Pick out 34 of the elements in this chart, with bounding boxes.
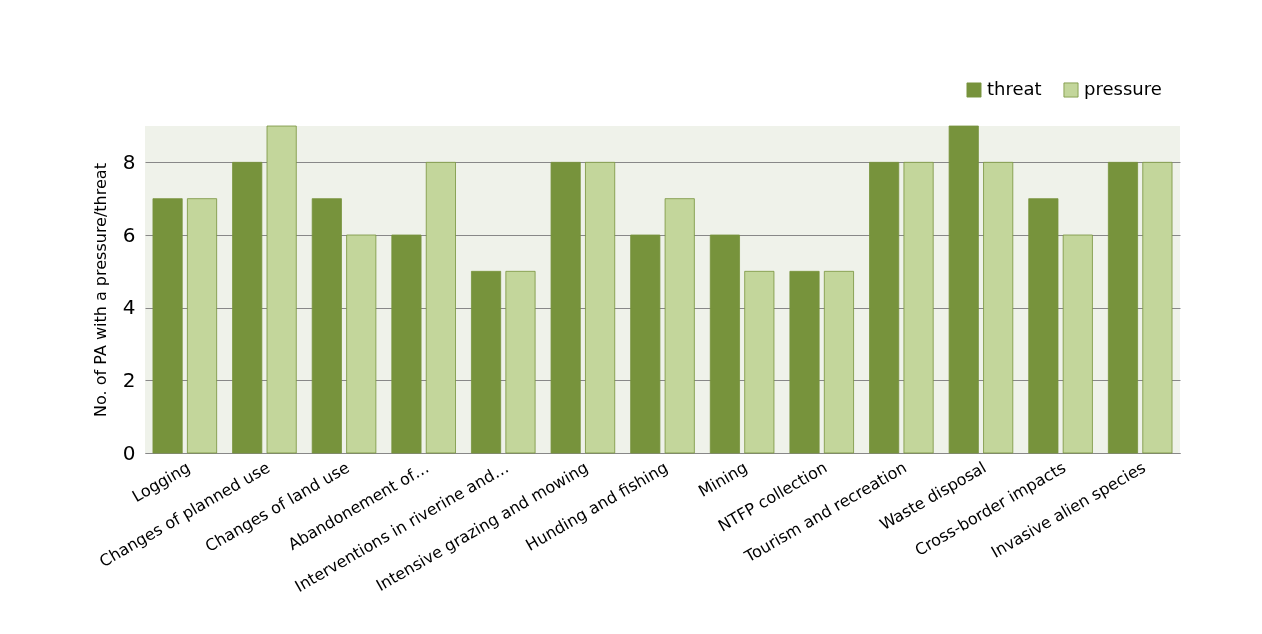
bar <box>1062 234 1093 454</box>
bar <box>1142 161 1173 454</box>
bar <box>471 270 502 454</box>
bar <box>664 198 695 454</box>
y-tick-label: 8 <box>122 149 136 174</box>
y-tick-label: 4 <box>122 295 136 320</box>
legend-label: pressure <box>1084 78 1162 99</box>
bar <box>789 270 820 454</box>
y-tick-label: 2 <box>122 367 136 392</box>
bar <box>311 198 342 454</box>
bar <box>425 161 456 454</box>
bar <box>505 270 536 454</box>
bar <box>823 270 854 454</box>
bar <box>709 234 740 454</box>
bar <box>903 161 934 454</box>
bar <box>1028 198 1059 454</box>
y-tick-label: 6 <box>122 222 136 247</box>
bar <box>232 161 263 454</box>
bar <box>744 270 775 454</box>
bar <box>1107 161 1139 454</box>
bar <box>983 161 1014 454</box>
y-axis-title: No. of PA with a pressure/threat <box>90 163 110 417</box>
bar <box>152 198 183 454</box>
bar <box>266 125 297 454</box>
bar <box>869 161 900 454</box>
bar <box>630 234 661 454</box>
y-tick-label: 0 <box>122 440 136 465</box>
bar <box>585 161 616 454</box>
legend-label: threat <box>987 78 1042 99</box>
bar <box>346 234 377 454</box>
bar <box>550 161 581 454</box>
bar <box>186 198 218 454</box>
bar <box>948 125 979 454</box>
bar <box>391 234 422 454</box>
